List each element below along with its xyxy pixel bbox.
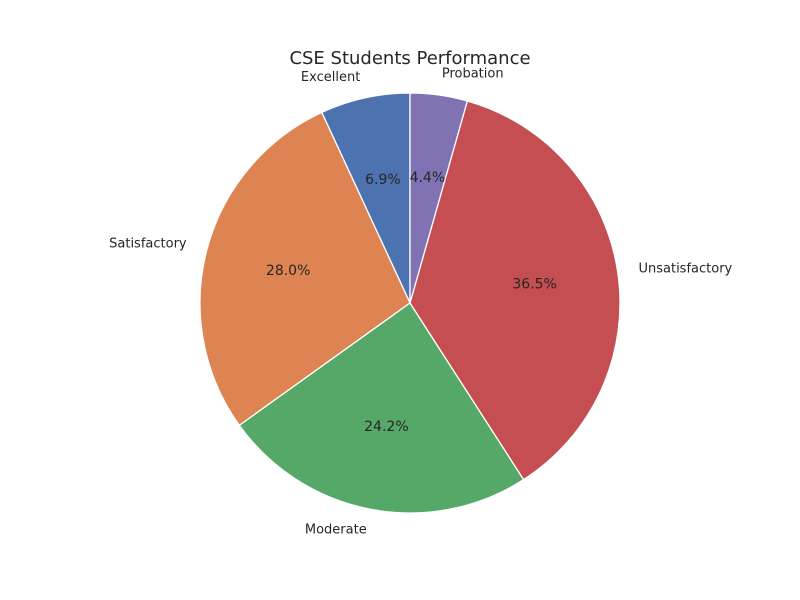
slice-label-satisfactory: Satisfactory	[109, 237, 187, 252]
pie-slice-unsatisfactory	[409, 100, 621, 481]
slice-percent-satisfactory: 28.0%	[266, 263, 310, 279]
slice-label-excellent: Excellent	[301, 70, 360, 85]
slice-percent-excellent: 6.9%	[365, 172, 401, 188]
pie-slice-probation	[409, 92, 469, 304]
slice-percent-unsatisfactory: 36.5%	[512, 276, 556, 292]
slice-label-unsatisfactory: Unsatisfactory	[638, 262, 732, 277]
pie-slice-satisfactory	[199, 111, 411, 427]
slices-layer	[199, 92, 621, 514]
pie-slice-moderate	[238, 302, 525, 514]
slice-percent-moderate: 24.2%	[364, 419, 408, 435]
slice-label-moderate: Moderate	[305, 522, 367, 537]
labels-layer: Excellent 6.9% Satisfactory 28.0% Moderate 24…	[109, 67, 732, 538]
chart-title: CSE Students Performance	[289, 48, 530, 69]
slice-label-probation: Probation	[442, 67, 504, 82]
slice-percent-probation: 4.4%	[410, 170, 446, 186]
